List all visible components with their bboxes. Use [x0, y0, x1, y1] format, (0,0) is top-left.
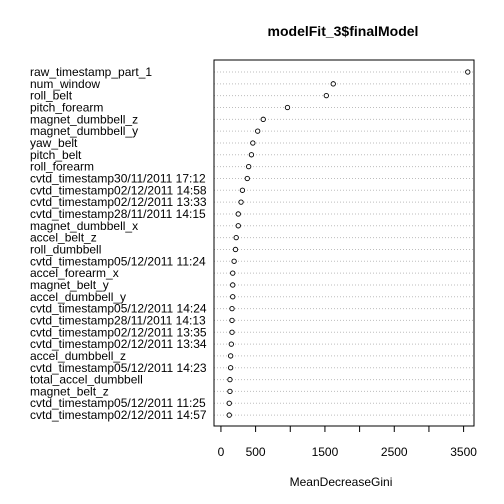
importance-point [230, 282, 236, 288]
importance-point [230, 294, 236, 300]
importance-point [226, 412, 232, 418]
importance-point [226, 400, 232, 406]
importance-point [330, 81, 336, 87]
x-axis-label: MeanDecreaseGini [290, 475, 393, 489]
variable-label: yaw_belt [30, 136, 78, 150]
importance-point [235, 223, 241, 229]
importance-point [244, 175, 250, 182]
variable-label: cvtd_timestamp02/12/2011 13:35 [30, 325, 207, 339]
importance-point [227, 376, 233, 383]
importance-point [233, 234, 239, 241]
importance-point [227, 388, 233, 395]
x-tick-label: 0 [218, 445, 225, 459]
variable-label: roll_belt [30, 89, 73, 103]
importance-point [229, 329, 235, 335]
variable-label: magnet_dumbbell_z [30, 112, 138, 126]
variable-label: cvtd_timestamp28/11/2011 14:15 [30, 207, 206, 221]
variable-label: cvtd_timestamp05/12/2011 11:25 [30, 396, 206, 410]
x-tick-label: 1500 [312, 445, 339, 459]
importance-point [232, 246, 239, 253]
importance-point [239, 187, 246, 193]
variable-label: accel_dumbbell_y [30, 290, 126, 304]
x-tick-label: 3500 [450, 445, 477, 459]
importance-point [229, 305, 235, 312]
variable-label: pitch_forearm [30, 100, 103, 114]
variable-label: accel_forearm_x [30, 266, 119, 280]
importance-points [226, 69, 471, 418]
variable-label: roll_dumbbell [30, 242, 101, 256]
variable-label: pitch_belt [30, 148, 82, 162]
plot-frame [213, 59, 475, 427]
variable-label: total_accel_dumbbell [30, 373, 143, 387]
variable-label: accel_dumbbell_z [30, 349, 126, 363]
importance-point [229, 317, 235, 324]
importance-point [227, 365, 234, 371]
variable-label: cvtd_timestamp05/12/2011 14:23 [30, 361, 207, 375]
variable-label: cvtd_timestamp05/12/2011 11:24 [30, 254, 206, 268]
variable-label: raw_timestamp_part_1 [30, 65, 152, 79]
variable-label: cvtd_timestamp02/12/2011 13:33 [30, 195, 207, 209]
importance-point [465, 69, 471, 75]
importance-point [230, 270, 236, 276]
variable-label: magnet_belt_y [30, 278, 109, 292]
variable-labels: raw_timestamp_part_1num_windowroll_beltp… [30, 65, 207, 422]
variable-label: cvtd_timestamp02/12/2011 13:34 [30, 337, 207, 351]
importance-point [235, 211, 241, 217]
importance-point [227, 353, 234, 359]
x-tick-label: 2500 [381, 445, 408, 459]
variable-label: magnet_dumbbell_x [30, 219, 138, 233]
importance-point [284, 104, 291, 111]
importance-point [255, 128, 261, 134]
importance-point [248, 152, 255, 158]
x-axis: 0 500 1500 2500 3500 [218, 425, 477, 459]
variable-label: cvtd_timestamp02/12/2011 14:57 [30, 408, 207, 422]
variable-label: magnet_dumbbell_y [30, 124, 138, 138]
row-gridlines [214, 71, 474, 416]
importance-point [250, 140, 256, 146]
variable-label: magnet_belt_z [30, 384, 109, 398]
variable-label: cvtd_timestamp30/11/2011 17:12 [30, 171, 206, 185]
variable-label: roll_forearm [30, 160, 94, 174]
variable-label: accel_belt_z [30, 231, 97, 245]
importance-point [228, 341, 234, 347]
variable-label: cvtd_timestamp28/11/2011 14:13 [30, 313, 206, 327]
importance-point [238, 199, 244, 205]
variable-label: cvtd_timestamp02/12/2011 14:58 [30, 183, 207, 197]
importance-point [323, 93, 329, 99]
variable-label: cvtd_timestamp05/12/2011 14:24 [30, 302, 207, 316]
x-tick-label: 500 [246, 445, 266, 459]
chart-title: modelFit_3$finalModel [268, 23, 419, 39]
variable-label: num_window [30, 77, 100, 91]
importance-point [231, 258, 237, 264]
importance-point [260, 116, 266, 122]
importance-point [246, 163, 252, 170]
